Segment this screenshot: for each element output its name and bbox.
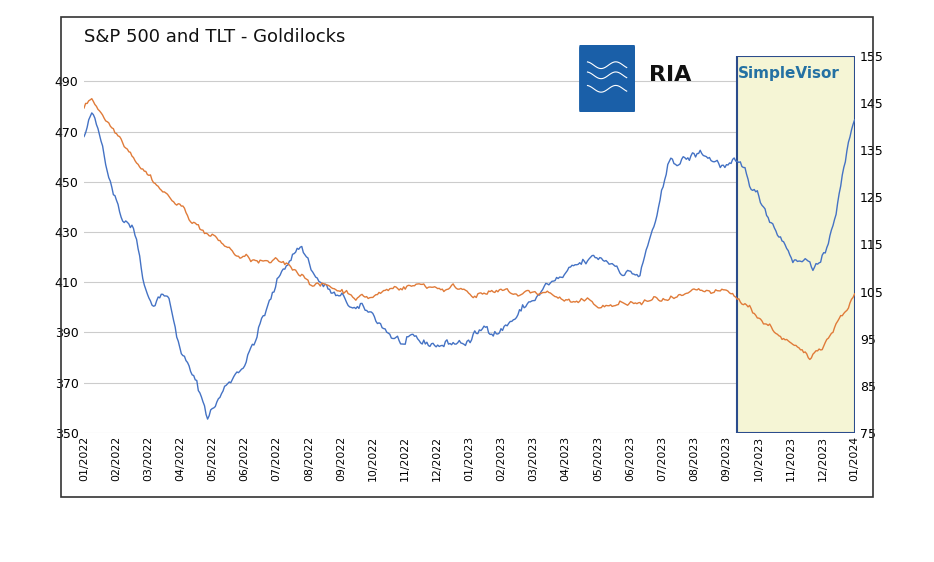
Text: S&P 500 and TLT - Goldilocks: S&P 500 and TLT - Goldilocks	[84, 28, 346, 46]
Text: RIA: RIA	[649, 65, 691, 85]
FancyBboxPatch shape	[579, 42, 635, 116]
Legend: SPY (LHS), TLT (RHS): SPY (LHS), TLT (RHS)	[285, 561, 531, 562]
Bar	[738, 56, 855, 433]
Text: SimpleVisor: SimpleVisor	[738, 66, 840, 81]
